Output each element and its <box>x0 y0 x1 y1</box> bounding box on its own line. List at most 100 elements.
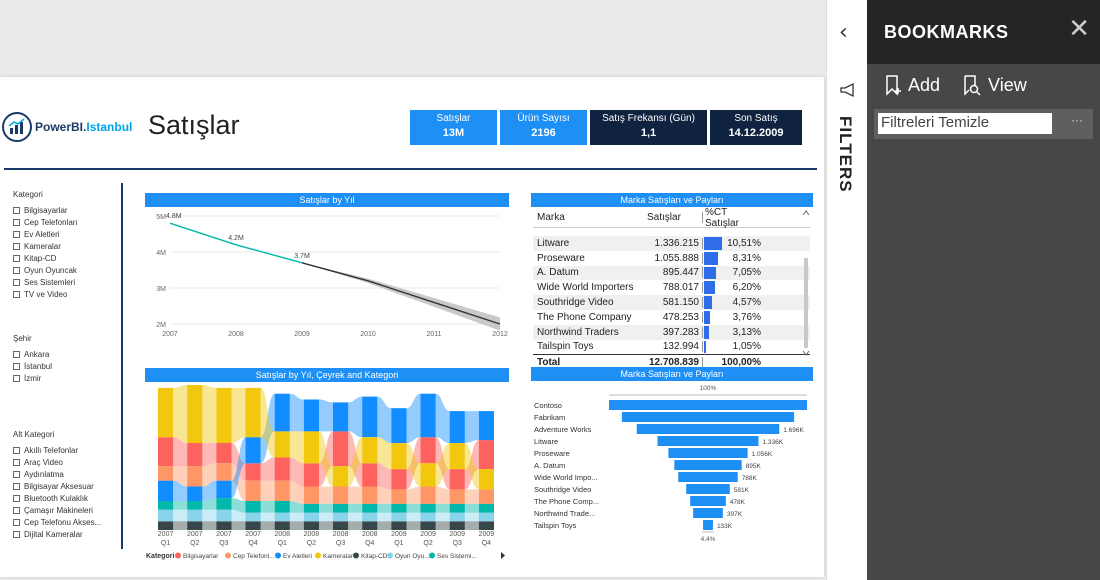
checkbox[interactable] <box>13 278 20 286</box>
ribbon-segment[interactable] <box>478 521 494 530</box>
ribbon-segment[interactable] <box>274 393 290 432</box>
close-icon[interactable]: ✕ <box>1068 14 1090 44</box>
ribbon-segment[interactable] <box>158 509 174 522</box>
funnel-chart[interactable]: 100% Contoso Fabrikam Adventure Works 1.696K… <box>531 381 813 548</box>
ribbon-segment[interactable] <box>362 486 378 504</box>
ribbon-segment[interactable] <box>216 498 232 510</box>
ribbon-segment[interactable] <box>158 521 174 530</box>
ribbon-segment[interactable] <box>391 503 407 513</box>
ribbon-segment[interactable] <box>449 469 465 490</box>
table-row[interactable]: Tailspin Toys 132.994 1,05% <box>533 340 810 355</box>
ribbon-segment[interactable] <box>187 385 203 443</box>
ribbon-segment[interactable] <box>449 411 465 443</box>
ribbon-segment[interactable] <box>187 509 203 522</box>
legend-next-icon[interactable] <box>501 552 505 559</box>
funnel-bar[interactable] <box>678 472 738 482</box>
slicer-option[interactable]: Cep Telefonları <box>13 216 78 228</box>
slicer-option[interactable]: Dijital Kameralar <box>13 528 101 540</box>
ribbon-segment[interactable] <box>449 489 465 504</box>
funnel-bar[interactable] <box>609 400 807 410</box>
ribbon-segment[interactable] <box>216 387 232 443</box>
slicer-option[interactable]: Aydınlatma <box>13 468 101 480</box>
ribbon-segment[interactable] <box>362 437 378 464</box>
checkbox[interactable] <box>13 506 20 514</box>
ribbon-segment[interactable] <box>449 521 465 530</box>
view-bookmark-button[interactable]: View <box>962 74 1027 96</box>
line-chart[interactable]: 2M 3M 4M 5M 2007 2008 2009 2010 2011 2012 4.8M 4.2M… <box>140 208 510 340</box>
funnel-bar[interactable] <box>693 508 723 518</box>
filters-pane-collapsed[interactable]: ‹ FILTERS <box>826 0 867 580</box>
slicer-option[interactable]: TV ve Video <box>13 288 78 300</box>
ribbon-segment[interactable] <box>158 480 174 501</box>
ribbon-segment[interactable] <box>303 521 319 530</box>
slicer-option[interactable]: Ankara <box>13 348 52 360</box>
checkbox[interactable] <box>13 374 20 382</box>
slicer-option[interactable]: Ses Sistemleri <box>13 276 78 288</box>
checkbox[interactable] <box>13 458 20 466</box>
checkbox[interactable] <box>13 350 20 358</box>
checkbox[interactable] <box>13 470 20 478</box>
card-son-satis[interactable]: Son Satış 14.12.2009 <box>710 110 802 145</box>
ribbon-segment[interactable] <box>478 512 494 522</box>
ribbon-segment[interactable] <box>478 411 494 441</box>
legend-item[interactable]: Oyun Oyu... <box>395 553 430 560</box>
slicer-option[interactable]: Çamaşır Makineleri <box>13 504 101 516</box>
table-row[interactable]: Litware 1.336.215 10,51% <box>533 236 810 251</box>
ribbon-segment[interactable] <box>449 512 465 522</box>
legend-item[interactable]: Kitap-CD <box>361 553 388 560</box>
ribbon-segment[interactable] <box>391 469 407 490</box>
table-row[interactable]: The Phone Company 478.253 3,76% <box>533 310 810 325</box>
ribbon-segment[interactable] <box>303 486 319 504</box>
ribbon-segment[interactable] <box>362 512 378 522</box>
ribbon-segment[interactable] <box>245 480 261 501</box>
ribbon-segment[interactable] <box>391 408 407 443</box>
checkbox[interactable] <box>13 218 20 226</box>
ribbon-segment[interactable] <box>303 431 319 464</box>
ribbon-segment[interactable] <box>303 512 319 522</box>
ribbon-segment[interactable] <box>333 431 349 467</box>
legend-item[interactable]: Ev Aletleri <box>283 553 312 560</box>
ribbon-segment[interactable] <box>245 463 261 481</box>
ribbon-segment[interactable] <box>478 440 494 470</box>
slicer-option[interactable]: İstanbul <box>13 360 52 372</box>
checkbox[interactable] <box>13 530 20 538</box>
ribbon-segment[interactable] <box>391 521 407 530</box>
ribbon-segment[interactable] <box>274 457 290 481</box>
ribbon-segment[interactable] <box>420 503 436 513</box>
ribbon-chart[interactable]: 2007 Q1 2007 Q2 2007 Q3 2007 Q4 2008 Q1 2008 Q2 2008… <box>140 382 510 572</box>
ribbon-segment[interactable] <box>449 443 465 470</box>
ribbon-segment[interactable] <box>187 486 203 502</box>
legend-item[interactable]: Kameralar <box>323 553 354 560</box>
ribbon-segment[interactable] <box>478 469 494 490</box>
checkbox[interactable] <box>13 362 20 370</box>
ribbon-segment[interactable] <box>362 463 378 487</box>
legend-item[interactable]: Ses Sistemi... <box>437 553 477 560</box>
more-options-icon[interactable]: ··· <box>1071 113 1083 127</box>
ribbon-segment[interactable] <box>245 387 261 438</box>
checkbox[interactable] <box>13 482 20 490</box>
table-scrollbar[interactable] <box>802 208 810 358</box>
ribbon-segment[interactable] <box>362 396 378 438</box>
ribbon-segment[interactable] <box>362 521 378 530</box>
ribbon-segment[interactable] <box>420 486 436 504</box>
ribbon-segment[interactable] <box>333 521 349 530</box>
checkbox[interactable] <box>13 266 20 274</box>
ribbon-segment[interactable] <box>362 503 378 513</box>
checkbox[interactable] <box>13 254 20 262</box>
ribbon-segment[interactable] <box>274 521 290 530</box>
ribbon-segment[interactable] <box>333 512 349 522</box>
ribbon-segment[interactable] <box>245 501 261 513</box>
ribbon-segment[interactable] <box>420 463 436 487</box>
funnel-bar[interactable] <box>636 424 780 434</box>
slicer-option[interactable]: İzmir <box>13 372 52 384</box>
ribbon-segment[interactable] <box>391 512 407 522</box>
slicer-option[interactable]: Cep Telefonu Akses... <box>13 516 101 528</box>
bookmark-item[interactable]: Filtreleri Temizle ··· <box>874 109 1093 139</box>
card-satislar[interactable]: Satışlar 13M <box>410 110 497 145</box>
checkbox[interactable] <box>13 518 20 526</box>
funnel-bar[interactable] <box>668 448 748 458</box>
ribbon-segment[interactable] <box>420 437 436 464</box>
table-row[interactable]: A. Datum 895.447 7,05% <box>533 265 810 281</box>
ribbon-segment[interactable] <box>216 521 232 530</box>
slicer-option[interactable]: Akıllı Telefonlar <box>13 444 101 456</box>
